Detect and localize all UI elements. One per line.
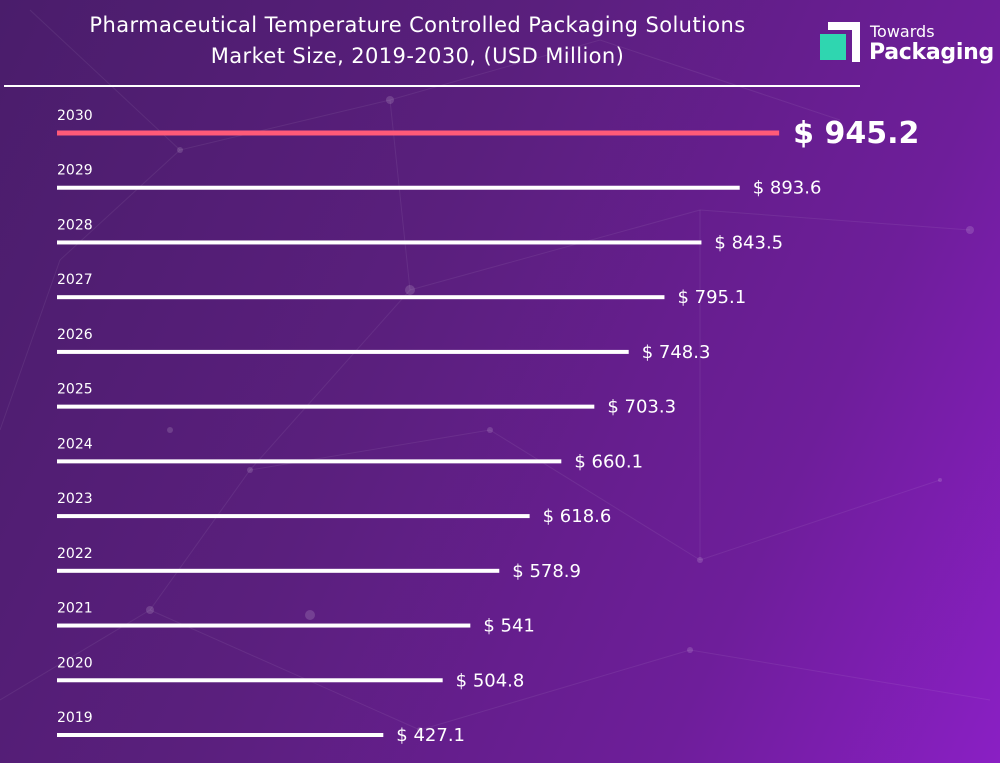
year-label-2024: 2024 [57,436,93,452]
value-label-2030: $ 945.2 [793,116,919,151]
value-label-2029: $ 893.6 [753,178,822,199]
value-label-2024: $ 660.1 [574,451,643,472]
year-label-2020: 2020 [57,655,93,671]
chart-title-line1: Pharmaceutical Temperature Controlled Pa… [89,13,746,37]
bar-2028 [57,240,702,245]
value-label-2025: $ 703.3 [607,397,676,418]
bars-group: 2030 $ 945.2 2029 $ 893.6 2028 $ 843.5 2027 $ 7… [57,108,919,746]
year-label-2029: 2029 [57,163,93,179]
bar-2020 [57,678,443,683]
bar-2027 [57,295,665,300]
bar-2026 [57,349,629,354]
value-label-2021: $ 541 [483,616,535,637]
bar-2030 [57,130,780,136]
bar-2029 [57,185,740,190]
value-label-2022: $ 578.9 [512,561,581,582]
chart-title: Pharmaceutical Temperature Controlled Pa… [30,10,805,72]
year-label-2022: 2022 [57,546,93,562]
bar-2023 [57,514,530,519]
year-label-2027: 2027 [57,272,93,288]
bar-2021 [57,623,471,628]
title-divider [4,85,860,87]
year-label-2026: 2026 [57,327,93,343]
logo-mark-icon [820,22,860,62]
year-label-2028: 2028 [57,217,93,233]
bar-2019 [57,733,384,737]
value-label-2028: $ 843.5 [714,232,783,253]
value-label-2026: $ 748.3 [642,342,711,363]
bar-2024 [57,459,562,464]
bar-2022 [57,568,500,573]
bar-2025 [57,404,595,409]
year-label-2019: 2019 [57,710,93,726]
logo-text-packaging: Packaging [869,40,994,65]
year-label-2021: 2021 [57,601,93,617]
value-label-2019: $ 427.1 [396,725,465,746]
year-label-2025: 2025 [57,382,93,398]
year-label-2030: 2030 [57,108,93,124]
logo-text-towards: Towards [870,22,935,41]
towards-packaging-logo: Towards Packaging [818,18,994,68]
value-label-2027: $ 795.1 [677,287,746,308]
value-label-2023: $ 618.6 [543,506,612,527]
value-label-2020: $ 504.8 [456,670,525,691]
year-label-2023: 2023 [57,491,93,507]
chart-title-line2: Market Size, 2019-2030, (USD Million) [210,44,625,68]
